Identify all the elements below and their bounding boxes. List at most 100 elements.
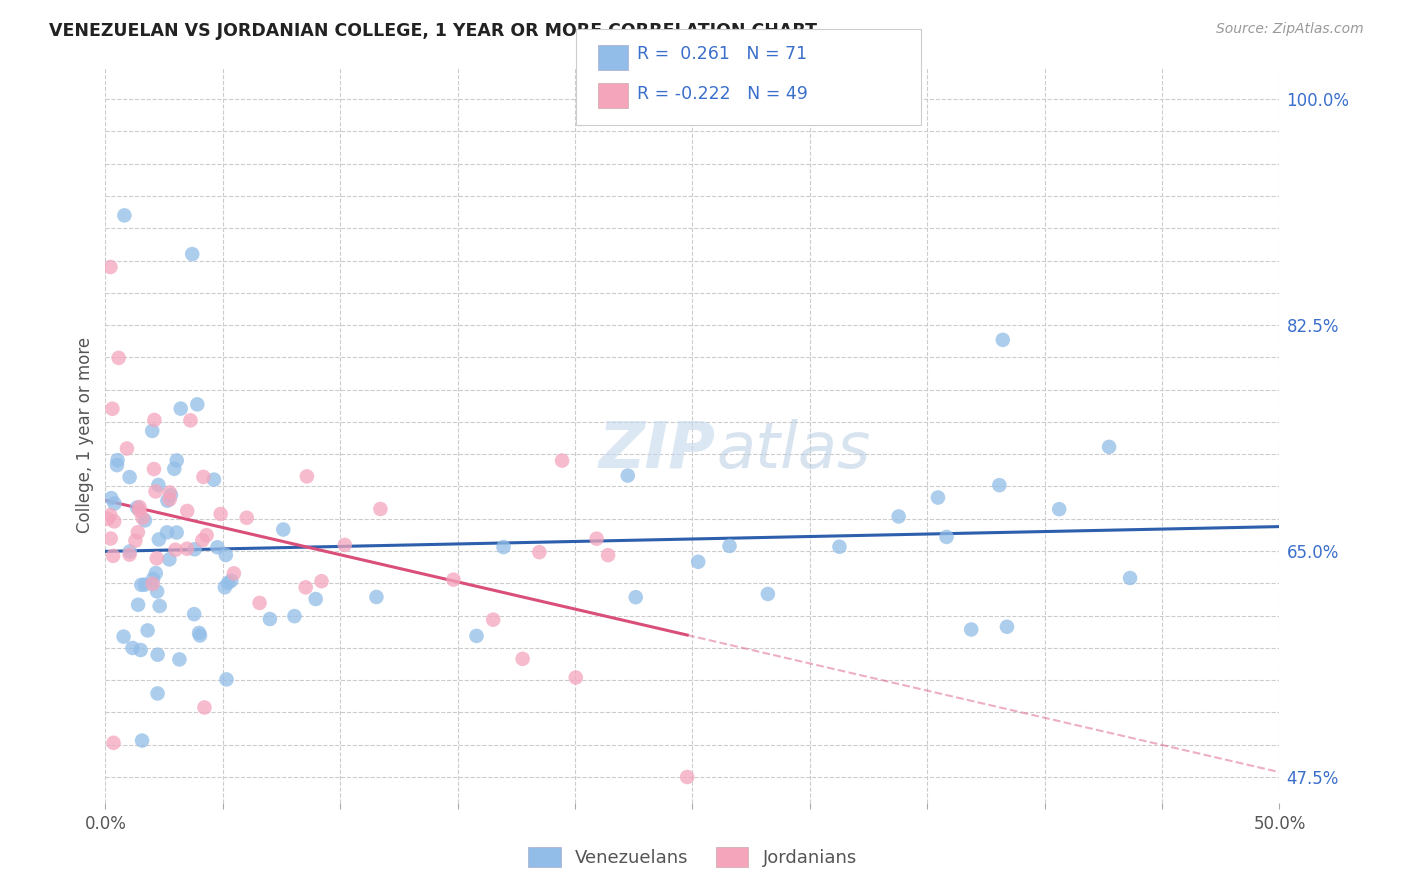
Point	[214, 580, 236, 594]
Point	[160, 488, 183, 502]
Point	[183, 542, 205, 557]
Point	[159, 492, 181, 507]
Point	[305, 592, 328, 607]
Point	[149, 599, 172, 613]
Point	[118, 470, 141, 484]
Point	[136, 624, 159, 638]
Point	[141, 576, 163, 591]
Point	[193, 700, 215, 714]
Point	[596, 548, 619, 562]
Point	[142, 462, 165, 476]
Point	[103, 515, 125, 529]
Point	[163, 462, 186, 476]
Point	[97, 512, 120, 526]
Point	[259, 612, 281, 626]
Point	[181, 247, 204, 261]
Point	[176, 541, 198, 556]
Point	[107, 453, 129, 467]
Point	[134, 577, 156, 591]
Point	[127, 598, 149, 612]
Point	[156, 493, 179, 508]
Point	[118, 548, 141, 562]
Point	[105, 458, 128, 472]
Point	[134, 513, 156, 527]
Point	[718, 539, 741, 553]
Point	[183, 607, 205, 621]
Point	[103, 496, 125, 510]
Point	[142, 572, 165, 586]
Point	[188, 628, 211, 642]
Point	[131, 733, 153, 747]
Point	[148, 533, 170, 547]
Point	[170, 401, 193, 416]
Point	[887, 509, 910, 524]
Point	[176, 504, 198, 518]
Point	[756, 587, 779, 601]
Text: Source: ZipAtlas.com: Source: ZipAtlas.com	[1216, 22, 1364, 37]
Point	[193, 470, 215, 484]
Point	[127, 525, 149, 540]
Point	[145, 566, 167, 580]
Point	[101, 401, 124, 416]
Point	[991, 333, 1014, 347]
Point	[271, 523, 294, 537]
Point	[131, 511, 153, 525]
Point	[209, 507, 232, 521]
Point	[159, 485, 181, 500]
Point	[333, 538, 356, 552]
Point	[191, 533, 214, 548]
Text: R =  0.261   N = 71: R = 0.261 N = 71	[637, 45, 807, 63]
Point	[294, 580, 316, 594]
Point	[249, 596, 271, 610]
Point	[188, 626, 211, 640]
Point	[165, 542, 187, 557]
Point	[127, 500, 149, 515]
Point	[215, 548, 238, 562]
Point	[935, 530, 957, 544]
Point	[118, 544, 141, 558]
Y-axis label: College, 1 year or more: College, 1 year or more	[76, 337, 94, 533]
Point	[988, 478, 1011, 492]
Point	[235, 510, 257, 524]
Text: ZIP: ZIP	[599, 418, 716, 481]
Point	[295, 469, 318, 483]
Point	[565, 671, 588, 685]
Point	[100, 260, 122, 274]
Point	[166, 525, 188, 540]
Point	[145, 484, 167, 499]
Point	[617, 468, 640, 483]
Point	[283, 609, 305, 624]
Point	[112, 208, 135, 222]
Point	[112, 630, 135, 644]
Point	[960, 623, 983, 637]
Point	[927, 491, 949, 505]
Point	[1119, 571, 1142, 585]
Point	[202, 473, 225, 487]
Point	[121, 640, 143, 655]
Point	[129, 578, 152, 592]
Point	[124, 533, 146, 548]
Point	[146, 686, 169, 700]
Point	[366, 590, 388, 604]
Point	[195, 528, 218, 542]
Point	[115, 442, 138, 456]
Point	[443, 573, 465, 587]
Point	[1047, 502, 1070, 516]
Point	[482, 613, 505, 627]
Point	[492, 540, 515, 554]
Point	[128, 503, 150, 517]
Point	[141, 424, 163, 438]
Text: R = -0.222   N = 49: R = -0.222 N = 49	[637, 85, 808, 103]
Point	[148, 478, 170, 492]
Point	[370, 502, 392, 516]
Point	[101, 549, 124, 563]
Point	[186, 397, 208, 411]
Point	[129, 643, 152, 657]
Point	[624, 591, 647, 605]
Point	[157, 552, 180, 566]
Point	[169, 652, 191, 666]
Point	[215, 673, 238, 687]
Point	[145, 551, 167, 566]
Point	[217, 575, 239, 590]
Point	[828, 540, 851, 554]
